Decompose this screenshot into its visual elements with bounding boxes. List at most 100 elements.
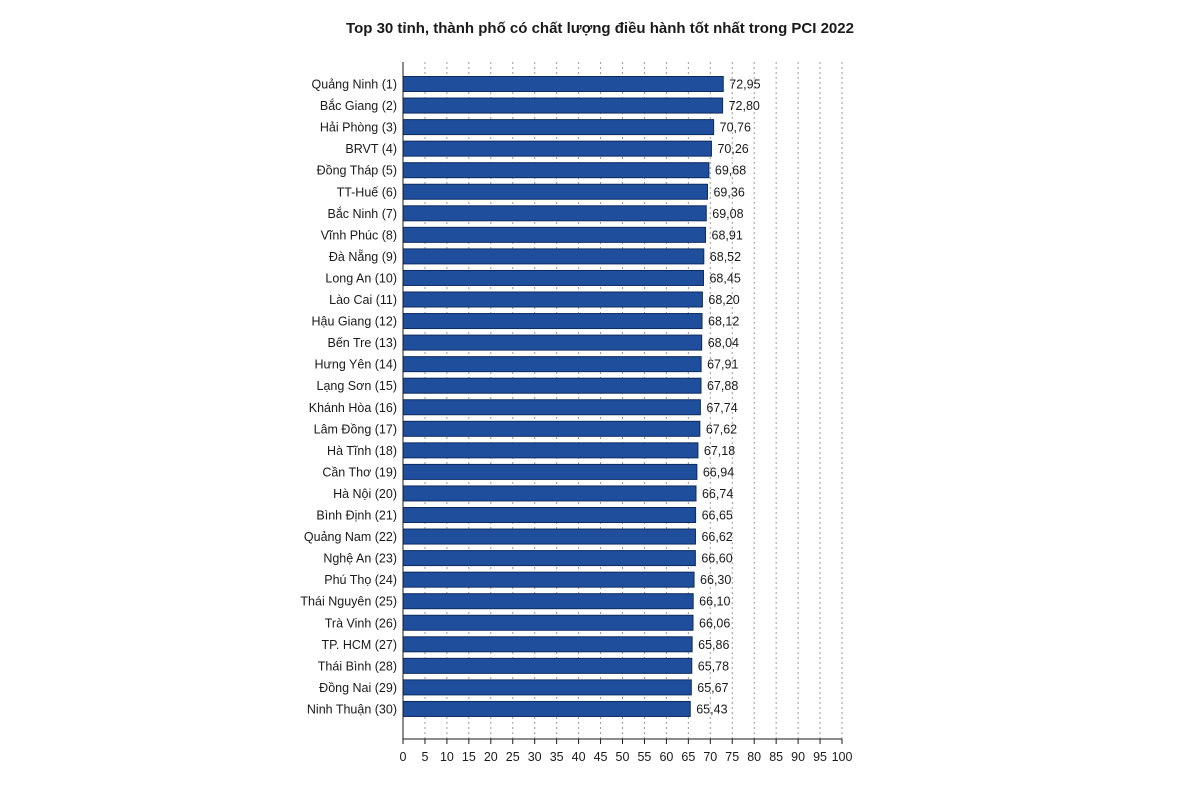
value-label: 68,20 bbox=[708, 293, 739, 307]
value-label: 68,91 bbox=[712, 228, 743, 242]
category-label: Cần Thơ (19) bbox=[322, 465, 397, 479]
x-tick-label: 60 bbox=[659, 750, 673, 764]
value-label: 67,88 bbox=[707, 379, 738, 393]
value-label: 72,95 bbox=[729, 78, 760, 92]
x-tick-label: 5 bbox=[421, 750, 428, 764]
x-axis: 0 5 10 15 20 25 30 35 40 45 50 55 60 65 70 75 80 85 90 95 10… bbox=[400, 62, 853, 764]
category-label: Đồng Tháp (5) bbox=[317, 164, 397, 178]
bar bbox=[402, 614, 694, 631]
bar bbox=[402, 377, 702, 394]
bar bbox=[402, 636, 693, 653]
x-tick-label: 20 bbox=[484, 750, 498, 764]
value-label: 65,67 bbox=[697, 681, 728, 695]
value-label: 67,91 bbox=[707, 358, 738, 372]
category-label: Hà Nội (20) bbox=[333, 487, 397, 501]
category-label: Ninh Thuận (30) bbox=[307, 702, 397, 716]
category-label: Khánh Hòa (16) bbox=[309, 401, 397, 415]
value-label: 66,10 bbox=[699, 595, 730, 609]
category-label: Bình Định (21) bbox=[316, 509, 397, 523]
value-label: 66,30 bbox=[700, 573, 731, 587]
value-label: 66,94 bbox=[703, 465, 734, 479]
bar bbox=[402, 528, 696, 545]
value-label: 72,80 bbox=[729, 99, 760, 113]
bar bbox=[402, 205, 707, 222]
value-label: 70,76 bbox=[720, 121, 751, 135]
bar bbox=[402, 269, 704, 286]
category-label: Hưng Yên (14) bbox=[315, 358, 398, 372]
x-tick-label: 85 bbox=[769, 750, 783, 764]
value-label: 67,62 bbox=[706, 422, 737, 436]
category-label: TT-Huế (6) bbox=[337, 185, 397, 199]
value-label: 69,08 bbox=[712, 207, 743, 221]
value-label: 68,45 bbox=[709, 271, 740, 285]
category-label: Lào Cai (11) bbox=[329, 293, 397, 307]
value-label: 68,52 bbox=[710, 250, 741, 264]
bar bbox=[402, 485, 697, 502]
bar bbox=[402, 334, 703, 351]
category-label: Đồng Nai (29) bbox=[319, 681, 397, 695]
x-tick-label: 40 bbox=[572, 750, 586, 764]
bar bbox=[402, 162, 710, 179]
bar bbox=[402, 183, 708, 200]
category-label: Lạng Sơn (15) bbox=[317, 379, 397, 393]
bar bbox=[402, 700, 691, 717]
x-tick-label: 0 bbox=[400, 750, 407, 764]
chart-title: Top 30 tỉnh, thành phố có chất lượng điề… bbox=[346, 20, 854, 37]
value-label: 65,43 bbox=[696, 702, 727, 716]
value-label: 67,74 bbox=[706, 401, 737, 415]
bars bbox=[402, 76, 724, 717]
x-tick-label: 15 bbox=[462, 750, 476, 764]
value-label: 67,18 bbox=[704, 444, 735, 458]
category-label: Đà Nẵng (9) bbox=[329, 249, 397, 264]
x-tick-label: 100 bbox=[832, 750, 853, 764]
x-tick-label: 30 bbox=[528, 750, 542, 764]
category-label: Nghệ An (23) bbox=[323, 552, 397, 566]
bar bbox=[402, 248, 705, 265]
bar bbox=[402, 507, 697, 523]
category-label: Phú Thọ (24) bbox=[324, 573, 397, 587]
category-label: Lâm Đồng (17) bbox=[314, 422, 397, 436]
value-label: 69,68 bbox=[715, 164, 746, 178]
category-label: Quảng Nam (22) bbox=[304, 530, 397, 544]
x-tick-label: 95 bbox=[813, 750, 827, 764]
x-tick-label: 70 bbox=[703, 750, 717, 764]
category-label: Trà Vinh (26) bbox=[325, 616, 397, 630]
x-tick-label: 45 bbox=[594, 750, 608, 764]
x-tick-label: 75 bbox=[725, 750, 739, 764]
value-label: 66,60 bbox=[701, 552, 732, 566]
category-label: Bến Tre (13) bbox=[328, 336, 397, 350]
category-label: Thái Nguyên (25) bbox=[300, 595, 397, 609]
value-label: 70,26 bbox=[717, 142, 748, 156]
category-labels: Quảng Ninh (1) Bắc Giang (2) Hải Phòng (3)… bbox=[300, 78, 397, 717]
category-label: Hà Tĩnh (18) bbox=[327, 444, 397, 458]
value-label: 68,12 bbox=[708, 315, 739, 329]
category-label: BRVT (4) bbox=[345, 142, 397, 156]
category-label: Vĩnh Phúc (8) bbox=[321, 228, 397, 242]
bar bbox=[402, 97, 724, 114]
x-tick-label: 80 bbox=[747, 750, 761, 764]
bar bbox=[402, 463, 698, 480]
bar bbox=[402, 291, 703, 308]
value-label: 65,86 bbox=[698, 638, 729, 652]
value-label: 69,36 bbox=[713, 185, 744, 199]
x-tick-label: 55 bbox=[637, 750, 651, 764]
category-label: Bắc Ninh (7) bbox=[328, 206, 397, 221]
x-tick-label: 10 bbox=[440, 750, 454, 764]
bar bbox=[402, 356, 702, 373]
bar bbox=[402, 550, 696, 567]
value-label: 68,04 bbox=[708, 336, 739, 350]
bar bbox=[402, 140, 712, 157]
value-label: 66,74 bbox=[702, 487, 733, 501]
category-label: Hải Phòng (3) bbox=[320, 121, 397, 135]
bar bbox=[402, 76, 724, 92]
bar bbox=[402, 313, 703, 330]
x-tick-label: 25 bbox=[506, 750, 520, 764]
value-labels: 72,95 72,80 70,76 70,26 69,68 69,36 69,08 68,91… bbox=[696, 78, 760, 717]
bar bbox=[402, 399, 701, 416]
category-label: Thái Bình (28) bbox=[318, 659, 397, 673]
category-label: Hậu Giang (12) bbox=[312, 315, 397, 329]
x-tick-label: 35 bbox=[550, 750, 564, 764]
category-label: Long An (10) bbox=[325, 271, 397, 285]
x-tick-label: 65 bbox=[681, 750, 695, 764]
